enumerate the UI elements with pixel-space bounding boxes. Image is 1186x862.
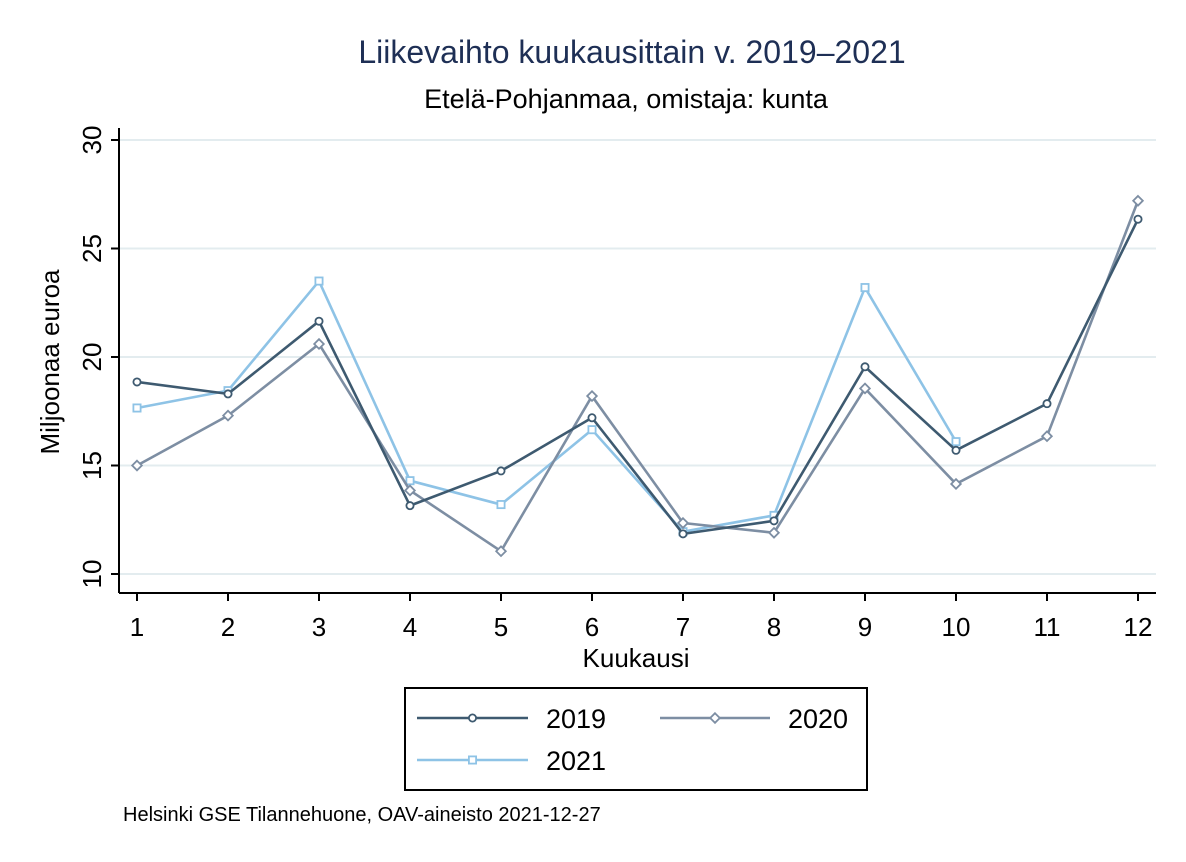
point-2020: [221, 409, 235, 422]
series-2020: [130, 194, 1145, 558]
point-2021: [496, 500, 506, 510]
x-tick-label: 11: [1034, 612, 1061, 642]
legend-label-2020: 2020: [788, 704, 848, 734]
point-2019: [769, 516, 779, 526]
point-2021: [405, 476, 415, 486]
point-2019: [678, 529, 688, 539]
x-tick-label: 5: [494, 612, 508, 642]
x-tick-label: 12: [1124, 612, 1153, 642]
point-2021: [951, 437, 961, 447]
x-tick-label: 4: [403, 612, 417, 642]
x-tick-label: 8: [767, 612, 781, 642]
y-tick-label: 30: [77, 126, 107, 155]
x-tick-label: 3: [312, 612, 326, 642]
legend-label-2019: 2019: [546, 704, 606, 734]
point-2020: [1131, 194, 1145, 207]
point-2021: [860, 283, 870, 293]
point-2020: [767, 526, 781, 539]
x-tick-label: 7: [676, 612, 690, 642]
x-ticks: 1 2 3 4 5 6 7 8 9 10 11 12: [130, 593, 1153, 642]
series: [130, 194, 1145, 558]
series-line-2019: [136, 218, 1140, 536]
legend-marker-2021: [467, 755, 477, 765]
x-tick-label: 10: [942, 612, 971, 642]
point-2019: [1042, 399, 1052, 409]
point-2021: [587, 425, 597, 435]
point-2019: [860, 362, 870, 372]
point-2021: [314, 276, 324, 286]
point-2021: [132, 403, 142, 413]
point-2019: [314, 316, 324, 326]
x-tick-label: 2: [221, 612, 235, 642]
legend-marker-2019: [467, 713, 477, 723]
point-2020: [949, 477, 963, 491]
legend-box: [404, 687, 868, 791]
point-2020: [312, 337, 326, 351]
series-2019: [132, 214, 1143, 539]
gridlines: [119, 139, 1156, 575]
legend: 2019 2020 2021: [404, 687, 868, 791]
point-2019: [223, 389, 233, 399]
y-tick-label: 10: [77, 560, 107, 589]
point-2019: [1133, 214, 1143, 224]
point-2020: [130, 459, 144, 472]
point-2019: [587, 413, 597, 423]
series-line-2021: [136, 279, 958, 533]
x-axis-label: Kuukausi: [583, 643, 690, 673]
x-tick-label: 9: [858, 612, 872, 642]
y-tick-label: 20: [77, 343, 107, 372]
point-2020: [403, 484, 417, 497]
series-2021: [132, 276, 961, 537]
point-2020: [494, 545, 508, 558]
point-2019: [951, 445, 961, 455]
chart-subtitle: Etelä-Pohjanmaa, omistaja: kunta: [424, 84, 829, 114]
y-axis-label: Miljoonaa euroa: [35, 269, 65, 455]
point-2020: [676, 516, 690, 530]
y-tick-label: 25: [77, 234, 107, 263]
axes: [118, 128, 1156, 594]
x-tick-label: 1: [130, 612, 144, 642]
point-2019: [132, 377, 142, 387]
point-2020: [858, 382, 872, 395]
point-2020: [585, 389, 599, 403]
chart-title: Liikevaihto kuukausittain v. 2019–2021: [358, 34, 905, 70]
legend-marker-2020: [708, 711, 722, 725]
x-tick-label: 6: [585, 612, 599, 642]
source-note: Helsinki GSE Tilannehuone, OAV-aineisto …: [123, 804, 601, 826]
legend-label-2021: 2021: [546, 746, 606, 776]
y-ticks: 10 15 20 25 30: [77, 126, 119, 589]
y-tick-label: 15: [77, 451, 107, 480]
point-2019: [496, 466, 506, 476]
point-2020: [1040, 430, 1054, 443]
series-line-2020: [136, 200, 1140, 553]
point-2019: [405, 501, 415, 511]
